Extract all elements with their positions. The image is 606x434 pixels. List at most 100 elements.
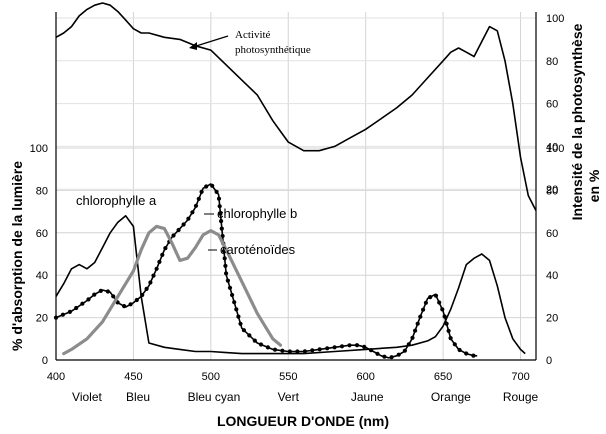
y-right-lower-tick-label-60: 60 xyxy=(546,228,558,240)
series-marker xyxy=(105,289,110,294)
y-right-upper-tick-label-60: 60 xyxy=(546,99,558,111)
series-marker xyxy=(410,335,415,340)
series-marker xyxy=(67,309,72,314)
series-marker xyxy=(252,338,257,343)
series-marker xyxy=(128,302,133,307)
series-marker xyxy=(396,352,401,357)
y-right-upper-tick-label-40: 40 xyxy=(546,141,558,153)
color-label-vert: Vert xyxy=(278,390,300,404)
y-left-tick-label-0: 0 xyxy=(42,355,48,367)
left-y-axis-label: % d'absorption de la lumière xyxy=(9,161,25,351)
series-marker xyxy=(406,342,411,347)
x-tick-label-500: 500 xyxy=(202,371,220,383)
series-marker xyxy=(163,246,168,251)
series-marker xyxy=(375,351,380,356)
series-marker xyxy=(317,347,322,352)
series-marker xyxy=(415,321,420,326)
series-marker xyxy=(232,300,237,305)
series-marker xyxy=(60,312,65,317)
series-marker xyxy=(295,349,300,354)
x-tick-label-700: 700 xyxy=(511,371,529,383)
right-y-axis-label-line1: Intensité de la photosynthèse xyxy=(569,23,585,220)
series-marker xyxy=(171,233,176,238)
series-marker xyxy=(219,219,224,224)
series-marker xyxy=(413,328,418,333)
series-marker xyxy=(144,286,149,291)
series-marker xyxy=(433,293,439,298)
y-left-tick-label-40: 40 xyxy=(36,270,48,282)
series-marker xyxy=(368,348,374,353)
series-marker xyxy=(241,328,246,333)
series-label-chlorophylle-a: chlorophylle a xyxy=(76,193,157,208)
series-marker xyxy=(199,189,204,194)
y-right-lower-tick-label-0: 0 xyxy=(546,355,552,367)
series-marker xyxy=(230,292,235,298)
series-marker xyxy=(181,222,186,227)
series-marker xyxy=(148,280,153,285)
y-right-lower-tick-label-20: 20 xyxy=(546,313,558,325)
grid xyxy=(56,12,536,360)
y-right-lower-tick-label-100: 100 xyxy=(546,143,564,155)
series-marker xyxy=(440,307,445,312)
series-marker xyxy=(80,301,85,306)
color-label-violet: Violet xyxy=(72,390,102,404)
series-marker xyxy=(216,196,222,201)
x-tick-label-400: 400 xyxy=(47,371,65,383)
series-marker xyxy=(258,342,264,347)
x-tick-label-550: 550 xyxy=(279,371,297,383)
series-marker xyxy=(219,226,224,231)
series-marker xyxy=(98,288,103,293)
series-marker xyxy=(151,273,156,278)
y-left-tick-label-80: 80 xyxy=(36,185,48,197)
series-label-carotenoides: caroténoïdes xyxy=(220,242,296,257)
y-left-tick-label-100: 100 xyxy=(30,143,48,155)
series-marker xyxy=(448,336,453,341)
color-label-jaune: Jaune xyxy=(351,390,384,404)
series-marker xyxy=(437,300,442,305)
series-marker xyxy=(204,184,209,189)
series-marker xyxy=(86,297,91,302)
annotation-arrow-activite xyxy=(192,35,229,48)
series-marker xyxy=(238,321,243,326)
series-marker xyxy=(218,211,223,216)
annotation-arrowhead xyxy=(189,42,197,50)
series-marker xyxy=(402,348,407,353)
color-label-bleu: Bleu xyxy=(126,390,150,404)
series-marker xyxy=(224,271,229,276)
series-marker xyxy=(222,256,227,261)
series-marker xyxy=(111,294,116,299)
series-marker xyxy=(354,343,360,348)
series-marker xyxy=(452,342,457,347)
leader-lines xyxy=(189,35,229,251)
series-marker xyxy=(190,210,195,215)
series-marker xyxy=(423,300,428,305)
series-marker xyxy=(471,353,476,358)
series-marker xyxy=(464,351,469,356)
series-marker xyxy=(247,333,252,338)
series-marker xyxy=(280,348,285,353)
y-right-upper-tick-label-100: 100 xyxy=(546,13,564,25)
series-layer xyxy=(53,2,537,360)
series-marker xyxy=(421,307,426,312)
y-right-lower-tick-label-40: 40 xyxy=(546,270,558,282)
series-marker xyxy=(160,252,165,257)
x-tick-label-600: 600 xyxy=(356,371,374,383)
series-marker xyxy=(339,344,345,349)
series-line-activite-photosynthetique xyxy=(55,2,537,211)
series-marker xyxy=(265,345,270,350)
series-marker xyxy=(193,203,199,208)
series-marker xyxy=(157,259,162,264)
series-marker xyxy=(223,263,228,268)
series-marker xyxy=(287,349,292,354)
series-marker xyxy=(418,314,423,319)
labels-layer: LONGUEUR D'ONDE (nm) % d'absorption de l… xyxy=(9,23,602,429)
color-label-rouge: Rouge xyxy=(503,390,539,404)
series-marker xyxy=(446,328,451,333)
series-marker xyxy=(154,266,159,271)
series-marker xyxy=(176,227,181,233)
series-marker xyxy=(362,344,367,349)
series-marker xyxy=(347,343,352,348)
y-right-upper-tick-label-20: 20 xyxy=(546,184,558,196)
series-marker xyxy=(442,314,447,319)
